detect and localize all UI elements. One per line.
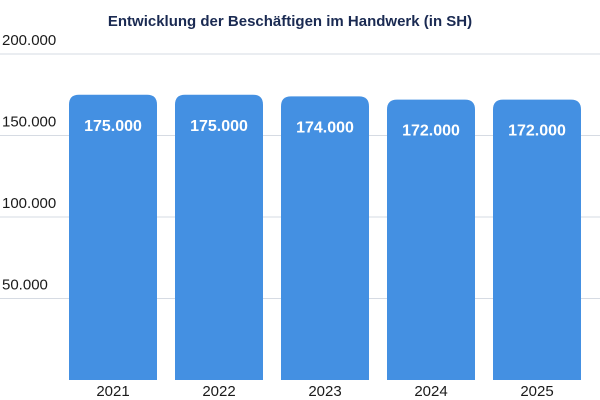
x-axis-ticks: 2021 2022 2023 2024 2025 xyxy=(96,383,553,400)
y-tick-label: 200.000 xyxy=(2,32,56,49)
x-tick-label: 2023 xyxy=(308,383,341,400)
x-tick-label: 2025 xyxy=(520,383,553,400)
y-axis-ticks: 50.000 100.000 150.000 200.000 xyxy=(2,32,56,294)
bar-2021 xyxy=(69,94,157,380)
bar-2022 xyxy=(175,94,263,380)
bar-value-label: 175.000 xyxy=(84,118,142,135)
bar-2025 xyxy=(493,99,581,380)
bar-value-label: 172.000 xyxy=(508,123,566,140)
x-tick-label: 2022 xyxy=(202,383,235,400)
bar-value-label: 174.000 xyxy=(296,119,354,136)
bar-value-labels: 175.000 175.000 174.000 172.000 172.000 xyxy=(84,118,566,140)
x-tick-label: 2024 xyxy=(414,383,447,400)
y-tick-label: 150.000 xyxy=(2,114,56,131)
bar-value-label: 175.000 xyxy=(190,118,248,135)
bar-2023 xyxy=(281,96,369,380)
y-tick-label: 100.000 xyxy=(2,195,56,212)
bars xyxy=(69,94,581,380)
bar-2024 xyxy=(387,99,475,380)
bar-value-label: 172.000 xyxy=(402,123,460,140)
y-tick-label: 50.000 xyxy=(2,277,48,294)
x-tick-label: 2021 xyxy=(96,383,129,400)
chart-title: Entwicklung der Beschäftigen im Handwerk… xyxy=(108,13,472,30)
